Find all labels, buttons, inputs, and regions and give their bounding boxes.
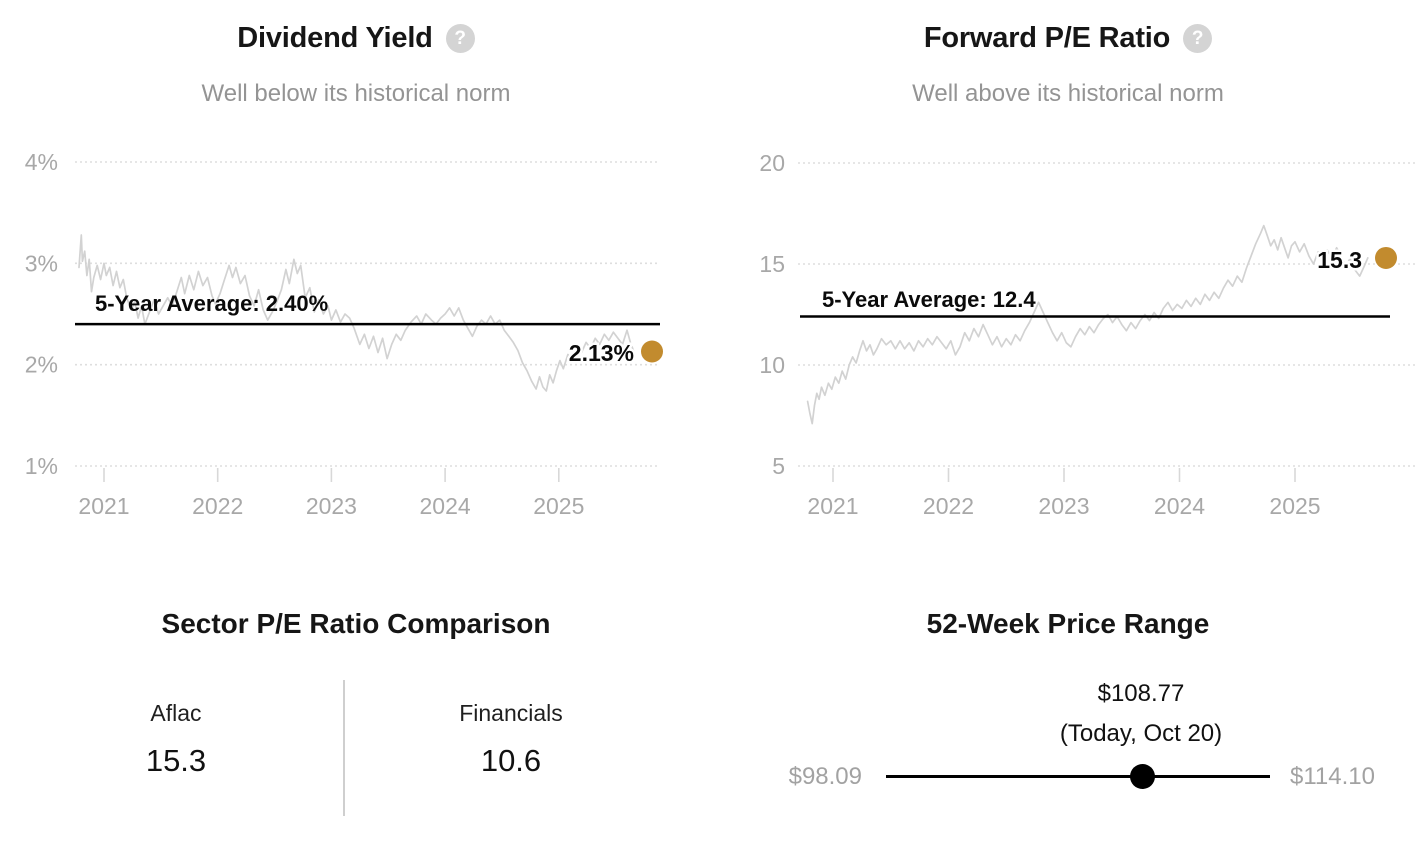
sector-pe-value: 10.6 (480, 743, 542, 778)
svg-text:2021: 2021 (807, 493, 858, 519)
forward-pe-chart[interactable]: 20 15 10 5 2021 2022 2023 2024 2025 5-Year Averag… (712, 130, 1424, 540)
dividend-yield-chart[interactable]: 4% 3% 2% 1% 2021 2022 2023 2024 2025 5-Year Avera… (0, 130, 712, 540)
svg-text:2025: 2025 (533, 493, 584, 519)
help-icon[interactable]: ? (445, 24, 475, 53)
sector-comparison-title: Sector P/E Ratio Comparison (161, 608, 551, 639)
svg-text:2024: 2024 (1154, 493, 1205, 519)
forward-pe-title: Forward P/E Ratio (923, 22, 1171, 54)
company-label: Aflac (150, 700, 202, 726)
range-track (886, 775, 1270, 778)
price-range-panel: 52-Week Price Range $108.77 (Today, Oct … (712, 580, 1424, 846)
dividend-yield-panel: Dividend Yield ? Well below its historic… (0, 0, 712, 580)
svg-text:1%: 1% (25, 453, 58, 479)
svg-text:5-Year Average: 2.40%: 5-Year Average: 2.40% (95, 291, 328, 316)
svg-text:10: 10 (759, 352, 785, 378)
dividend-yield-title-row: Dividend Yield ? (0, 22, 712, 55)
svg-text:2024: 2024 (420, 493, 471, 519)
sector-pe-comparison-panel: Sector P/E Ratio Comparison Aflac 15.3 F… (0, 580, 712, 846)
range-min-price: $98.09 (788, 763, 862, 790)
current-price: $108.77 (1097, 680, 1185, 707)
dividend-yield-subtitle: Well below its historical norm (201, 80, 511, 107)
svg-text:15: 15 (759, 251, 785, 277)
forward-pe-panel: Forward P/E Ratio ? Well above its histo… (712, 0, 1424, 580)
dividend-yield-title: Dividend Yield (237, 22, 433, 54)
svg-text:20: 20 (759, 150, 785, 176)
svg-text:2022: 2022 (192, 493, 243, 519)
current-price-date: (Today, Oct 20) (1059, 720, 1223, 747)
sector-label: Financials (459, 700, 563, 726)
svg-text:5: 5 (772, 453, 785, 479)
svg-text:2021: 2021 (78, 493, 129, 519)
vertical-divider (343, 680, 345, 816)
help-icon[interactable]: ? (1183, 24, 1213, 53)
range-max-price: $114.10 (1290, 763, 1375, 790)
svg-text:3%: 3% (25, 250, 58, 276)
svg-text:2022: 2022 (923, 493, 974, 519)
svg-text:2%: 2% (25, 352, 58, 378)
svg-text:2023: 2023 (306, 493, 357, 519)
svg-text:5-Year Average: 12.4: 5-Year Average: 12.4 (822, 287, 1036, 312)
svg-text:2025: 2025 (1269, 493, 1320, 519)
svg-text:2023: 2023 (1038, 493, 1089, 519)
svg-text:15.3: 15.3 (1317, 247, 1362, 273)
company-pe-value: 15.3 (145, 743, 207, 778)
svg-text:2.13%: 2.13% (569, 340, 634, 366)
price-range-title: 52-Week Price Range (926, 608, 1210, 639)
forward-pe-title-row: Forward P/E Ratio ? (712, 22, 1424, 55)
current-price-marker (1129, 764, 1155, 789)
svg-text:4%: 4% (25, 149, 58, 175)
forward-pe-subtitle: Well above its historical norm (912, 80, 1224, 107)
